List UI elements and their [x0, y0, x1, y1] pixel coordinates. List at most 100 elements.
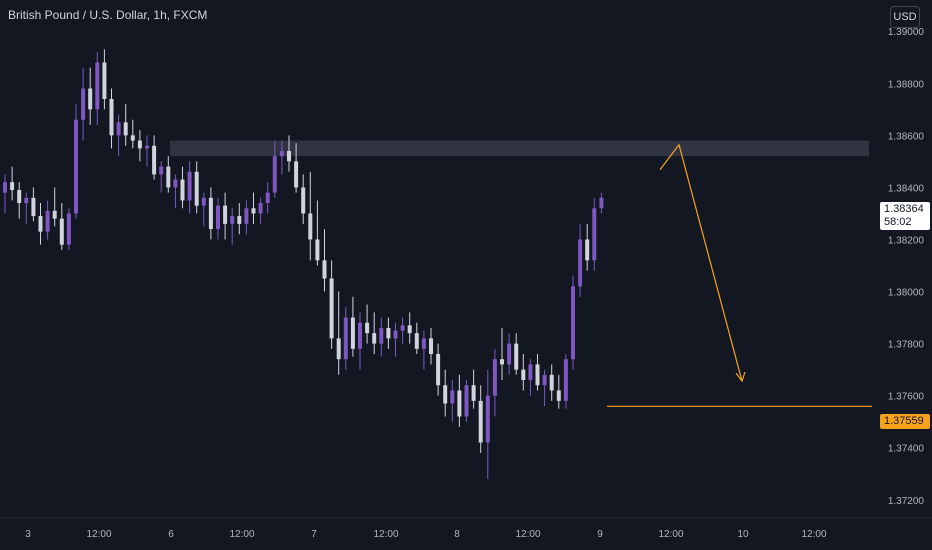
candle	[414, 322, 419, 355]
price-tick-label: 1.38200	[888, 235, 925, 246]
candle-body	[116, 122, 121, 136]
candle	[173, 174, 178, 209]
candle-body	[457, 390, 462, 417]
time-tick-label: 12:00	[515, 529, 540, 540]
candle-body	[308, 213, 313, 240]
candle-body	[429, 338, 433, 355]
candle-body	[358, 322, 362, 349]
candle	[216, 197, 220, 240]
candle-body	[450, 390, 455, 404]
candle-body	[130, 135, 135, 141]
time-tick-label: 6	[168, 529, 174, 540]
price-tick-label: 1.39000	[888, 27, 925, 38]
candle-body	[350, 317, 355, 349]
candle-body	[549, 374, 554, 391]
candle	[194, 161, 199, 214]
candle-body	[52, 210, 57, 219]
candle-body	[208, 197, 213, 230]
candle-body	[436, 354, 441, 386]
candle	[265, 182, 270, 214]
price-axis[interactable]: 1.39000 1.38800 1.38600 1.38400 1.38200 1.380…	[872, 0, 932, 518]
resistance-zone-rect	[170, 140, 869, 157]
candle	[492, 348, 497, 417]
bar-countdown: 58:02	[884, 216, 912, 228]
candle	[10, 166, 15, 201]
candle-body	[365, 322, 370, 334]
candle-body	[244, 208, 249, 224]
candle-body	[492, 359, 497, 396]
candle-body	[336, 338, 341, 360]
candle	[301, 174, 306, 224]
time-axis-bg	[0, 518, 932, 550]
level-price-tag: 1.37559	[880, 414, 930, 429]
price-tick-label: 1.38000	[888, 288, 925, 299]
candle	[208, 187, 213, 240]
candle-body	[592, 208, 597, 261]
candle-body	[372, 333, 377, 344]
candle-body	[59, 218, 64, 245]
candle	[116, 114, 121, 157]
candle	[272, 140, 277, 198]
time-axis[interactable]: 3 12:00 6 12:00 7 12:00 8 12:00 9 12:00 10 12:00	[0, 517, 932, 550]
candle-body	[393, 330, 398, 339]
symbol-title[interactable]: British Pound / U.S. Dollar, 1h, FXCM	[8, 8, 208, 22]
candle	[145, 135, 149, 167]
candle	[571, 275, 575, 370]
candle	[507, 333, 512, 375]
candle	[123, 104, 128, 146]
candle-body	[563, 359, 568, 401]
candle	[38, 203, 43, 245]
candle-body	[201, 197, 206, 206]
candle	[343, 307, 348, 370]
candle	[66, 208, 71, 250]
candle	[52, 187, 57, 227]
candle	[457, 374, 462, 427]
candle	[542, 369, 547, 407]
candle	[315, 200, 320, 266]
candle	[350, 296, 355, 357]
candle-body	[38, 216, 43, 232]
candle	[74, 104, 78, 219]
projection-arrow	[659, 143, 746, 383]
candle-body	[258, 203, 263, 214]
candle	[358, 312, 362, 370]
candle	[251, 192, 256, 224]
candle-body	[315, 239, 320, 261]
candle-body	[421, 338, 426, 349]
candle	[180, 166, 185, 209]
candle-body	[173, 179, 178, 188]
candle-body	[414, 333, 419, 349]
candle-body	[464, 385, 469, 417]
candle	[102, 49, 107, 110]
candle-body	[507, 343, 512, 365]
price-tick-label: 1.37200	[888, 496, 925, 507]
candle-body	[251, 208, 256, 214]
time-tick-label: 12:00	[658, 529, 683, 540]
candle-body	[123, 122, 128, 136]
candle-body	[400, 325, 405, 331]
candle	[407, 312, 412, 344]
candle	[471, 369, 476, 409]
currency-button[interactable]: USD	[890, 6, 920, 28]
candle	[549, 364, 554, 401]
candle-body	[66, 213, 71, 245]
resistance-zone	[170, 140, 869, 157]
candle	[578, 223, 583, 297]
candle-body	[500, 359, 504, 365]
candle-body	[556, 390, 561, 401]
candle-body	[137, 140, 142, 149]
candle-body	[45, 210, 50, 232]
candle	[109, 88, 114, 149]
candle	[201, 192, 206, 227]
candle	[95, 52, 100, 125]
last-price-tag: 1.38364 58:02	[880, 202, 930, 230]
candle-body	[528, 364, 533, 381]
candle-body	[24, 197, 29, 204]
projection-path	[659, 143, 743, 382]
candle-body	[535, 364, 540, 386]
candle	[556, 374, 561, 409]
candle	[500, 327, 504, 381]
candle-body	[585, 239, 590, 261]
candle-body	[287, 150, 291, 162]
